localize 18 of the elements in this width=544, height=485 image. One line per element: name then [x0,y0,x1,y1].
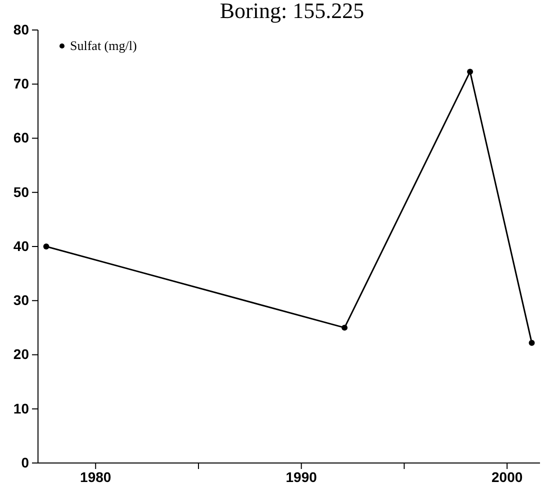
chart-title: Boring: 155.225 [220,0,364,23]
y-tick-label: 50 [13,184,30,200]
x-tick-label: 1980 [80,468,112,485]
y-tick-label: 20 [13,346,30,362]
y-tick-label: 40 [13,238,30,254]
x-tick-label: 1990 [286,468,318,485]
y-tick-label: 10 [13,400,30,416]
y-tick-label: 80 [13,21,30,38]
legend-label: Sulfat (mg/l) [70,38,137,53]
point [342,324,348,331]
y-tick-label: 60 [13,130,30,146]
point [467,68,474,75]
x-tick-label: 2000 [492,468,523,485]
point [43,244,50,250]
y-tick-label: 0 [21,454,30,470]
point [528,340,535,346]
y-tick-label: 30 [13,292,30,308]
y-tick-label: 70 [13,76,30,92]
